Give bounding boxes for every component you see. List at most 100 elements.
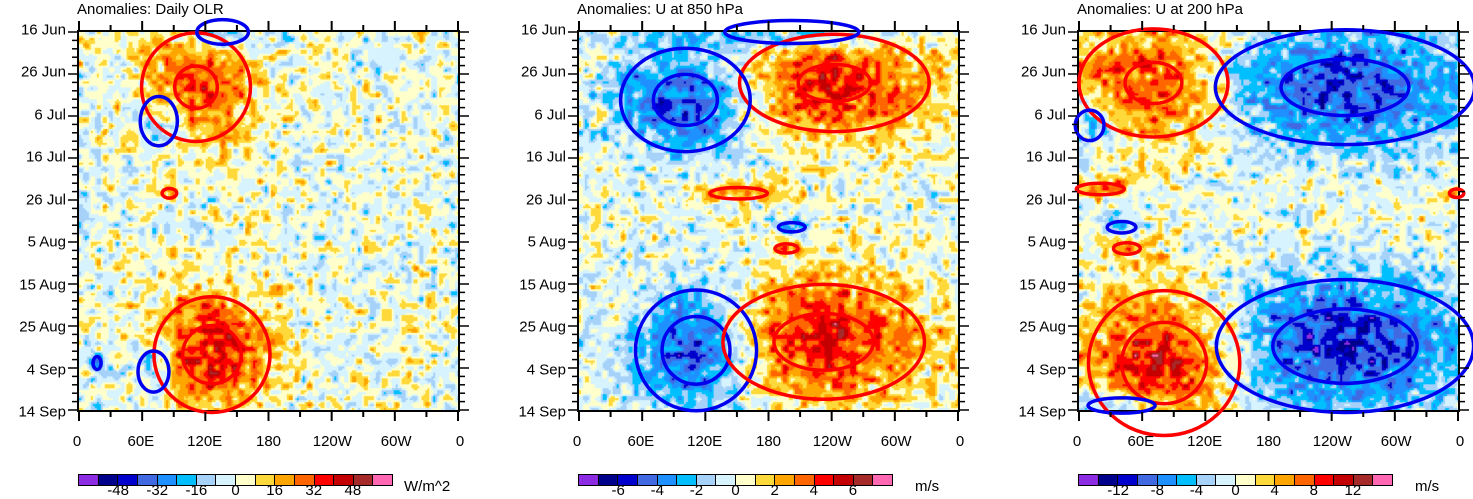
positive-contour [1447, 187, 1466, 200]
panel-title: Anomalies: U at 850 hPa [577, 1, 743, 18]
x-tick-label: 60W [1380, 433, 1412, 450]
colorbar-label: -4 [1189, 482, 1204, 499]
y-tick-label: 14 Sep [18, 403, 66, 421]
x-tick-label: 180 [1255, 433, 1282, 450]
colorbar-swatch [236, 475, 256, 485]
colorbar-swatch [1236, 475, 1256, 485]
colorbar-swatch [1098, 475, 1119, 485]
colorbar-label: -2 [689, 482, 704, 499]
colorbar-swatch [1177, 475, 1197, 485]
colorbar-label: 6 [848, 482, 858, 499]
colorbar-swatch [834, 475, 854, 485]
y-tick-label: 25 Aug [519, 318, 566, 336]
plot-area [68, 17, 469, 421]
negative-contour [136, 349, 171, 394]
y-tick-label: 4 Sep [526, 361, 566, 379]
colorbar-swatch [177, 475, 197, 485]
x-tick-label: 0 [1455, 433, 1465, 450]
y-tick-label: 26 Jun [520, 63, 566, 81]
colorbar-swatch [598, 475, 619, 485]
x-tick-label: 180 [255, 433, 282, 450]
colorbar-swatch [334, 475, 354, 485]
y-tick-label: 26 Jun [20, 63, 66, 81]
y-tick-label: 16 Jun [520, 21, 566, 39]
colorbar-swatch [1275, 475, 1295, 485]
negative-contour [138, 94, 180, 148]
x-tick-label: 60W [880, 433, 912, 450]
colorbar-label: -12 [1107, 482, 1129, 499]
colorbar-swatch [157, 475, 178, 485]
colorbar-label: 2 [770, 482, 779, 499]
colorbar-label: -8 [1150, 482, 1164, 499]
negative-contour [651, 72, 720, 128]
negative-contour [722, 18, 861, 46]
x-tick-label: 0 [455, 433, 465, 450]
colorbar [578, 474, 893, 486]
x-tick-label: 60W [380, 433, 412, 450]
x-tick-label: 60E [127, 433, 155, 450]
colorbar-label: 12 [1344, 482, 1362, 499]
panel-title: Anomalies: Daily OLR [77, 1, 224, 18]
colorbar-swatch [696, 475, 717, 485]
y-tick-label: 16 Jul [25, 148, 66, 166]
x-tick-label: 0 [572, 433, 582, 450]
colorbar-swatch [1196, 475, 1217, 485]
y-tick-label: 6 Jul [34, 106, 66, 124]
colorbar-label: 0 [231, 482, 240, 499]
colorbar-swatch [716, 475, 736, 485]
positive-contour [160, 186, 179, 200]
y-tick-label: 16 Jul [525, 148, 566, 166]
colorbar-swatch [255, 475, 276, 485]
x-tick-label: 120W [812, 433, 852, 450]
colorbar-swatch [1137, 475, 1158, 485]
y-tick-label: 16 Jul [1025, 148, 1066, 166]
positive-contour [773, 242, 800, 255]
colorbar-swatch [1353, 475, 1374, 485]
y-tick-label: 5 Aug [27, 233, 66, 251]
colorbar-label: 8 [1309, 482, 1318, 499]
colorbar [1078, 474, 1393, 486]
colorbar-swatch [618, 475, 638, 485]
colorbar-swatch [373, 475, 392, 485]
colorbar-swatch [79, 475, 99, 485]
positive-contour [737, 32, 931, 134]
x-tick-label: 180 [755, 433, 782, 450]
colorbar-swatch [196, 475, 217, 485]
colorbar-label: 32 [305, 482, 323, 499]
y-tick-label: 5 Aug [1027, 233, 1066, 251]
x-tick-label: 60E [627, 433, 655, 450]
x-tick-label: 60E [1127, 433, 1155, 450]
y-tick-label: 6 Jul [1034, 106, 1066, 124]
colorbar-swatch [853, 475, 874, 485]
colorbar-swatch [794, 475, 815, 485]
colorbar-swatch [1157, 475, 1178, 485]
positive-contour [1123, 60, 1184, 106]
contour-overlay [1068, 21, 1473, 438]
negative-contour [618, 46, 752, 154]
x-tick-label: 0 [1072, 433, 1082, 450]
colorbar-swatch [137, 475, 158, 485]
y-tick-label: 5 Aug [527, 233, 566, 251]
x-tick-label: 120W [312, 433, 352, 450]
colorbar-label: 16 [266, 482, 283, 499]
colorbar-units: W/m^2 [404, 478, 451, 495]
positive-contour [1111, 240, 1143, 256]
positive-contour [152, 294, 272, 415]
colorbar-swatch [1079, 475, 1099, 485]
y-tick-label: 15 Aug [519, 276, 566, 294]
y-tick-label: 26 Jul [25, 191, 66, 209]
positive-contour [1074, 181, 1126, 197]
colorbar-label: -6 [611, 482, 625, 499]
contour-overlay [68, 17, 469, 421]
colorbar-label: -4 [650, 482, 664, 499]
y-tick-label: 25 Aug [19, 318, 66, 336]
negative-contour [91, 354, 103, 372]
colorbar-swatch [118, 475, 138, 485]
plot-area [568, 18, 969, 421]
y-tick-label: 16 Jun [1020, 21, 1066, 39]
colorbar-swatch [294, 475, 315, 485]
contour-overlay [568, 18, 969, 421]
colorbar-swatch [314, 475, 335, 485]
colorbar-label: 4 [809, 482, 818, 499]
colorbar-swatch [1314, 475, 1335, 485]
